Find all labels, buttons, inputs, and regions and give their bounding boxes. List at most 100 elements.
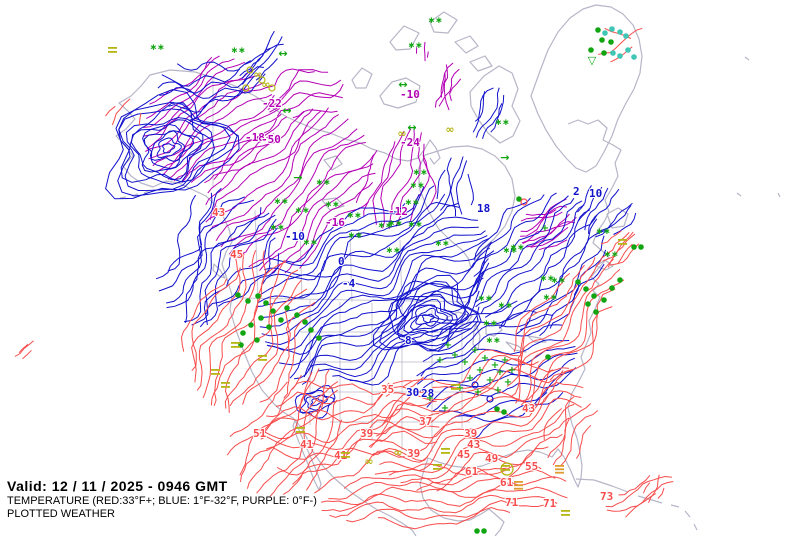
isotherm-contour	[321, 486, 568, 512]
isotherm-contour	[111, 98, 131, 126]
isotherm-contour	[474, 197, 575, 304]
isotherm-contour	[388, 403, 575, 476]
isotherm-contour	[305, 419, 343, 491]
isotherm-contour	[105, 105, 116, 117]
contour-label: -16	[325, 216, 345, 229]
station-dot	[583, 286, 589, 292]
isotherm-contour	[255, 202, 460, 308]
isotherm-contour	[189, 86, 244, 121]
isotherm-contour	[575, 424, 592, 459]
isotherm-contour	[420, 324, 563, 377]
isotherm-contour	[158, 187, 222, 292]
coastline	[575, 478, 629, 493]
station-dot	[601, 297, 607, 303]
station-dot	[266, 324, 272, 330]
isotherm-contour	[374, 463, 507, 476]
isotherm-contour	[276, 92, 343, 117]
fog-symbol	[108, 47, 117, 49]
station-dot-teal	[602, 30, 608, 36]
isotherm-contour	[173, 113, 282, 182]
isotherm-contour	[166, 196, 245, 304]
contour-label: 39	[407, 447, 420, 460]
coastline	[454, 35, 479, 54]
isotherm-contour	[602, 232, 630, 258]
weather-symbol: →	[293, 171, 302, 184]
isotherm-contour	[239, 371, 313, 476]
station-dot-teal	[623, 33, 629, 39]
coastline	[429, 11, 458, 34]
weather-symbol: +	[501, 355, 509, 366]
station-dot-teal	[609, 26, 615, 32]
isotherm-contour	[346, 499, 544, 523]
political-border	[349, 234, 353, 303]
station-dot	[240, 330, 246, 336]
isotherm-contour	[473, 192, 557, 288]
fog-symbol	[501, 469, 510, 471]
isotherm-contour	[220, 128, 358, 248]
station-dot-teal	[617, 53, 623, 59]
isotherm-contour	[473, 392, 548, 440]
station-ring	[268, 84, 276, 92]
contour-label: 18	[477, 202, 490, 215]
isotherm-contour	[256, 381, 339, 494]
contour-label: -50	[261, 133, 281, 146]
isotherm-contour	[159, 73, 266, 99]
isotherm-contour	[284, 182, 373, 274]
station-ring	[471, 381, 479, 389]
weather-symbol: ∞	[253, 68, 262, 81]
fog-symbol	[211, 373, 220, 375]
fog-symbol	[221, 386, 230, 388]
isotherm-contour	[180, 278, 228, 352]
weather-symbol: ∗∗	[230, 46, 245, 56]
isotherm-contour	[215, 118, 349, 242]
coastline	[351, 67, 373, 89]
isotherm-contour	[205, 108, 314, 206]
isotherm-contour	[105, 89, 240, 200]
isotherm-contour	[167, 194, 197, 272]
coastline	[472, 323, 481, 351]
isotherm-contour	[538, 239, 568, 251]
fog-symbol	[231, 346, 240, 348]
isotherm-contour	[269, 69, 329, 105]
station-dot	[631, 244, 637, 250]
isotherm-contour	[14, 340, 34, 357]
isotherm-contour	[258, 399, 437, 444]
contour-label: 43	[212, 206, 225, 219]
isotherm-contour	[529, 279, 625, 405]
station-ring	[242, 84, 250, 92]
contour-label: 0	[338, 255, 345, 268]
isotherm-contour	[549, 263, 605, 329]
isotherm-contour	[490, 103, 503, 133]
coastline	[115, 74, 233, 283]
isotherm-contour	[377, 506, 511, 530]
weather-symbol: +	[441, 403, 449, 414]
haze-symbol	[555, 465, 564, 467]
weather-symbol: +	[471, 345, 479, 356]
station-dot-teal	[610, 50, 616, 56]
weather-symbol: ∗∗	[407, 220, 422, 230]
isotherm-contour	[18, 343, 29, 354]
isotherm-contour	[125, 117, 214, 185]
isotherm-contour	[422, 313, 435, 324]
isotherm-contour	[506, 264, 585, 373]
weather-symbol: ∗∗	[347, 231, 362, 241]
isotherm-contour	[299, 390, 335, 414]
isotherm-contour	[372, 130, 405, 225]
weather-symbol: +	[444, 340, 452, 351]
coastline	[527, 335, 547, 343]
isotherm-contour	[267, 79, 342, 111]
isotherm-contour	[440, 157, 452, 211]
isotherm-contour	[520, 205, 568, 237]
weather-symbol: ∗∗	[427, 16, 442, 26]
isotherm-contour	[363, 141, 396, 217]
isotherm-contour	[258, 216, 478, 320]
weather-symbol: ▽	[588, 54, 597, 67]
station-dot	[245, 298, 251, 304]
isotherm-contour	[402, 349, 519, 388]
contour-label: 45	[230, 248, 243, 261]
contour-label: 43	[522, 402, 535, 415]
isotherm-contour	[520, 235, 605, 331]
contour-label: -10	[285, 230, 305, 243]
isotherm-contour	[455, 160, 468, 215]
isotherm-contour	[648, 474, 660, 504]
